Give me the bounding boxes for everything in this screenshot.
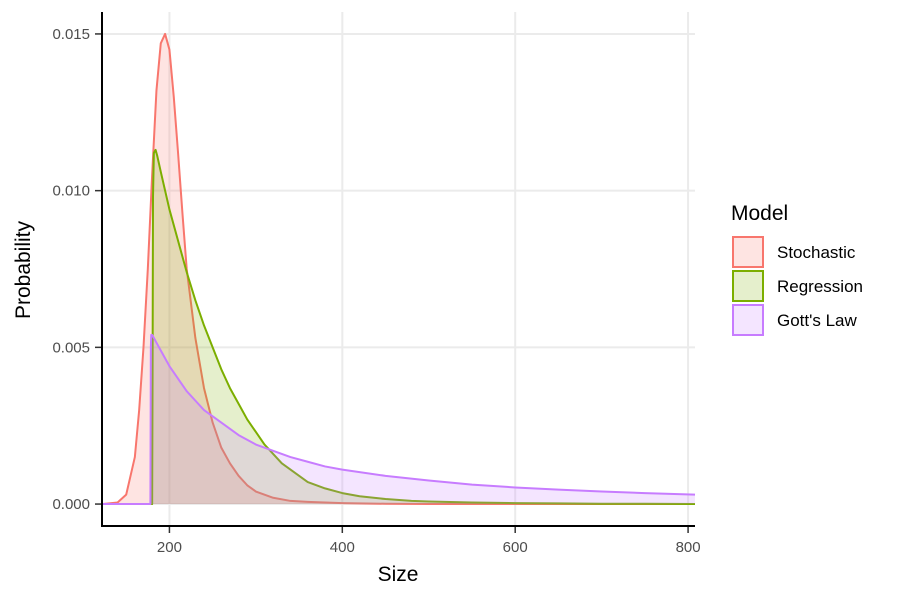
y-tick-label: 0.015: [52, 26, 90, 43]
x-tick-label: 400: [330, 539, 355, 556]
area-stochastic: [102, 33, 695, 505]
legend-key-regression: [732, 270, 764, 302]
legend-label-regression: Regression: [777, 277, 863, 296]
legend-key-bg: [733, 305, 763, 335]
ticks: 200 400 600 800 0.000 0.005 0.010 0.015: [52, 26, 700, 556]
y-tick-label: 0.000: [52, 496, 90, 513]
line-regression: [102, 148, 696, 506]
legend-key-stochastic: [732, 236, 764, 268]
x-axis-title: Size: [378, 563, 419, 586]
line-gott-s-law: [102, 333, 696, 506]
x-tick-label: 600: [503, 539, 528, 556]
legend: Model Stochastic Regression Gott's Law: [731, 202, 863, 336]
axes: [101, 12, 695, 527]
y-tick-label: 0.005: [52, 339, 90, 356]
legend-title: Model: [731, 202, 788, 225]
legend-label-gott-s-law: Gott's Law: [777, 311, 858, 330]
y-axis-title: Probability: [12, 220, 35, 319]
x-tick-label: 800: [676, 539, 701, 556]
y-tick-label: 0.010: [52, 183, 90, 200]
area-regression: [102, 149, 695, 505]
line-stochastic: [101, 32, 695, 506]
legend-label-stochastic: Stochastic: [777, 243, 856, 262]
legend-items: Stochastic Regression Gott's Law: [732, 236, 863, 336]
legend-key-bg: [733, 237, 763, 267]
legend-key-bg: [733, 271, 763, 301]
area-gott-s-law: [102, 334, 695, 505]
x-tick-label: 200: [157, 539, 182, 556]
series-areas: [101, 32, 696, 506]
legend-key-gott-s-law: [732, 304, 764, 336]
